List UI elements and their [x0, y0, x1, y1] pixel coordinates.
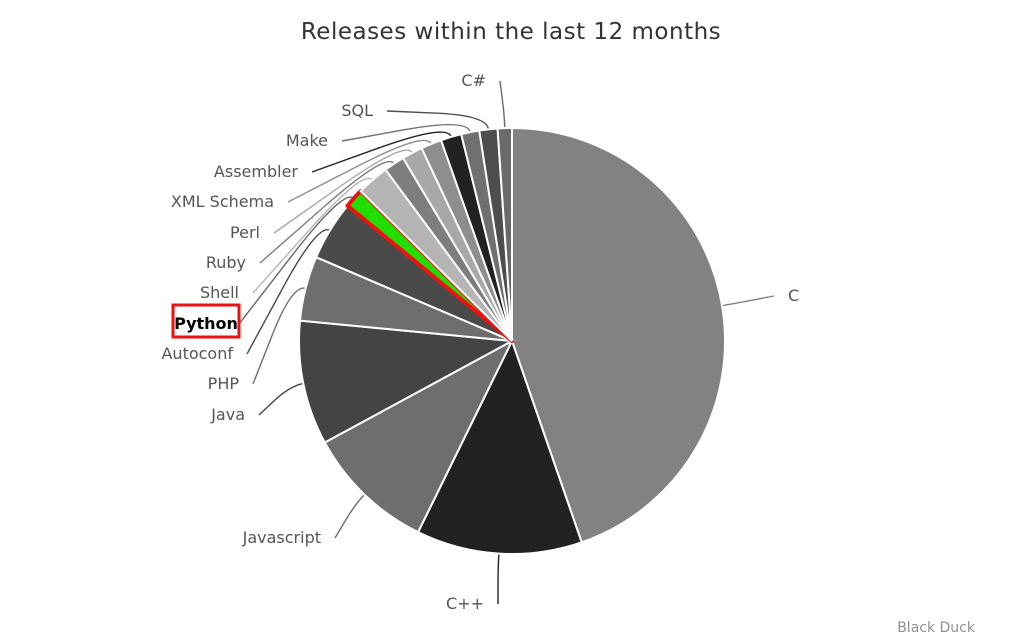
label-make: Make	[286, 131, 328, 150]
connector-python	[238, 196, 355, 325]
label-shell: Shell	[200, 283, 239, 302]
connector-assembler	[311, 131, 452, 173]
label-connectors	[238, 80, 775, 604]
connector-java	[258, 382, 304, 416]
connector-cpp	[497, 553, 500, 604]
label-csharp: C#	[461, 71, 486, 90]
connector-javascript	[334, 494, 365, 539]
chart-title: Releases within the last 12 months	[301, 19, 721, 45]
label-ruby: Ruby	[206, 253, 246, 272]
label-cpp: C++	[446, 594, 484, 613]
label-assembler: Assembler	[214, 162, 298, 181]
connector-xml-schema	[287, 139, 432, 203]
connector-ruby	[259, 160, 395, 264]
connector-perl	[273, 149, 413, 234]
connector-make	[341, 123, 471, 142]
label-sql: SQL	[341, 101, 373, 120]
label-python: Python	[174, 314, 238, 333]
label-perl: Perl	[230, 223, 260, 242]
highlight-box-python	[171, 303, 241, 339]
connector-php	[252, 287, 306, 385]
connector-autoconf	[246, 228, 331, 355]
connector-c	[721, 295, 775, 307]
pie-slice-cpp[interactable]	[416, 338, 583, 555]
pie-slice-c[interactable]	[511, 126, 726, 544]
pie-slice-javascript[interactable]	[323, 338, 515, 534]
connector-csharp	[499, 80, 506, 129]
slice-labels: C C++ Javascript Java PHP Autoconf Python Shell…	[161, 71, 799, 613]
connector-shell	[252, 177, 374, 294]
pie-slice-java[interactable]	[298, 319, 516, 444]
pie-slices	[298, 126, 726, 555]
label-java: Java	[210, 405, 245, 424]
label-c: C	[788, 286, 799, 305]
pie-slice-csharp[interactable]	[496, 126, 513, 342]
label-autoconf: Autoconf	[161, 344, 233, 363]
label-php: PHP	[208, 374, 240, 393]
chart-credit: Black Duck	[897, 620, 976, 636]
label-javascript: Javascript	[242, 528, 321, 547]
label-xml-schema: XML Schema	[171, 192, 274, 211]
connector-sql	[386, 110, 490, 130]
